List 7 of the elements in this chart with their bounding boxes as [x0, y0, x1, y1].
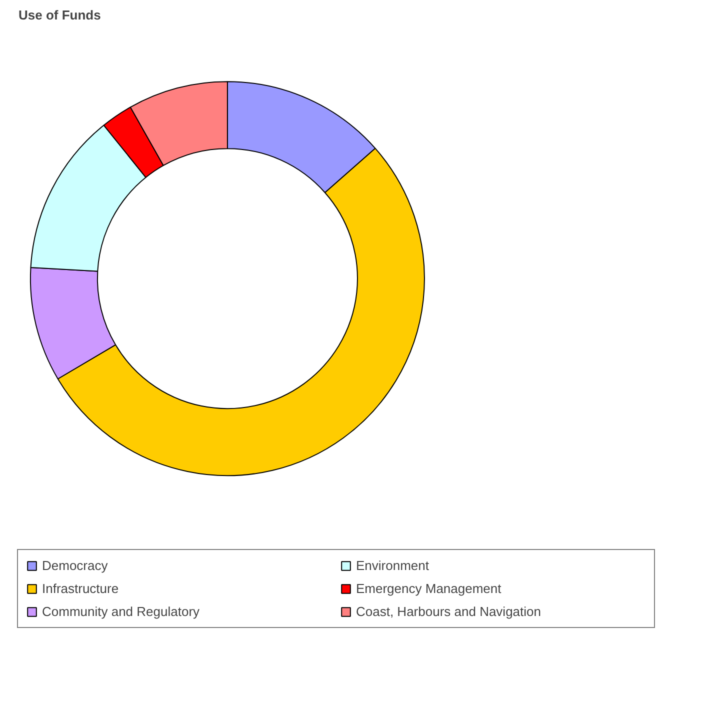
legend-label: Coast, Harbours and Navigation [356, 604, 542, 619]
legend-label: Community and Regulatory [42, 604, 201, 619]
legend-label: Environment [356, 558, 430, 573]
chart-title: Use of Funds [18, 8, 101, 22]
legend-label: Democracy [42, 558, 109, 573]
legend-label: Infrastructure [42, 581, 120, 596]
legend-label: Emergency Management [356, 581, 502, 596]
